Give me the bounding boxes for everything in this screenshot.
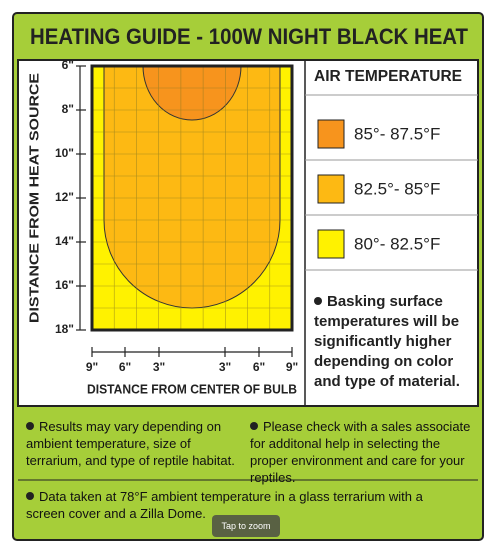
x-axis-label: DISTANCE FROM CENTER OF BULB xyxy=(87,381,297,396)
x-tick-label: 3" xyxy=(153,360,165,374)
y-axis-label: DISTANCE FROM HEAT SOURCE xyxy=(26,73,41,323)
side-note: Basking surface temperatures will be sig… xyxy=(314,292,474,392)
note-text: Data taken at 78°F ambient temperature i… xyxy=(26,489,423,521)
x-tick-label: 6" xyxy=(253,360,265,374)
plot-border xyxy=(90,64,294,332)
y-tick-label: 14" xyxy=(55,234,74,248)
legend-title: AIR TEMPERATURE xyxy=(314,68,462,85)
x-tick-label: 9" xyxy=(86,360,98,374)
legend-item: 80°- 82.5°F xyxy=(354,234,440,253)
y-tick-label: 6" xyxy=(62,58,74,72)
legend-item: 85°- 87.5°F xyxy=(354,124,440,143)
y-tick-label: 18" xyxy=(55,322,74,336)
x-tick-label: 6" xyxy=(119,360,131,374)
legend-swatch xyxy=(317,119,345,149)
title: HEATING GUIDE - 100W NIGHT BLACK HEAT xyxy=(30,24,469,49)
zone-high xyxy=(142,65,242,121)
x-tick-label: 3" xyxy=(219,360,231,374)
legend-swatch xyxy=(317,229,345,259)
note-text: Please check with a sales associate for … xyxy=(250,419,471,485)
note-text: Results may vary depending on ambient te… xyxy=(26,419,235,468)
y-tick-label: 10" xyxy=(55,146,74,160)
note: Results may vary depending on ambient te… xyxy=(26,418,241,469)
y-tick-label: 12" xyxy=(55,190,74,204)
legend-swatch xyxy=(317,174,345,204)
heat-plot xyxy=(90,64,294,332)
y-tick-label: 8" xyxy=(62,102,74,116)
note: Please check with a sales associate for … xyxy=(250,418,475,486)
note: Data taken at 78°F ambient temperature i… xyxy=(26,488,426,522)
legend-item: 82.5°- 85°F xyxy=(354,179,440,198)
y-tick-label: 16" xyxy=(55,278,74,292)
zoom-overlay[interactable]: Tap to zoom xyxy=(212,515,280,537)
x-tick-label: 9" xyxy=(286,360,298,374)
side-note-text: Basking surface temperatures will be sig… xyxy=(314,293,460,390)
